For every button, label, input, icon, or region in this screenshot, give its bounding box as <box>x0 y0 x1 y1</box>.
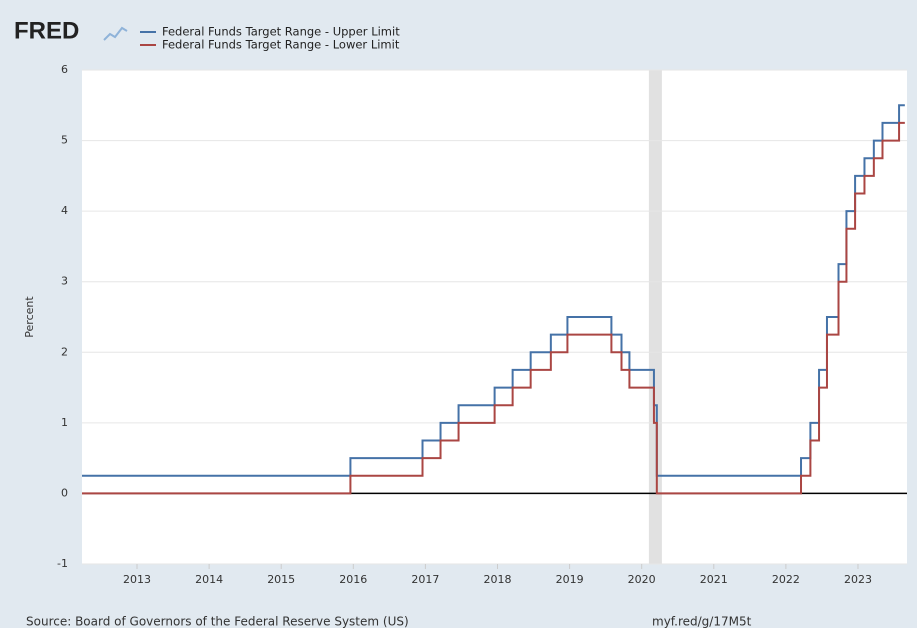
x-tick-label: 2018 <box>483 573 511 586</box>
y-tick-label: 5 <box>61 134 68 147</box>
source: Source: Board of Governors of the Federa… <box>26 615 409 628</box>
x-tick-label: 2021 <box>700 573 728 586</box>
x-tick-label: 2015 <box>267 573 295 586</box>
x-tick-label: 2023 <box>844 573 872 586</box>
plot-area <box>82 70 907 564</box>
x-tick-label: 2019 <box>556 573 584 586</box>
x-tick-label: 2017 <box>411 573 439 586</box>
y-tick-label: 1 <box>61 416 68 429</box>
x-tick-label: 2013 <box>123 573 151 586</box>
logo-icon <box>103 26 128 41</box>
y-tick-label: -1 <box>57 557 68 570</box>
y-tick-label: 2 <box>61 345 68 358</box>
x-tick-label: 2016 <box>339 573 367 586</box>
link[interactable]: myf.red/g/17M5t <box>652 615 752 628</box>
series-line <box>82 121 905 495</box>
legend-label: Federal Funds Target Range - Lower Limit <box>162 38 400 52</box>
y-tick-label: 6 <box>61 63 68 76</box>
legend-label: Federal Funds Target Range - Upper Limit <box>162 25 400 39</box>
y-tick-label: 4 <box>61 204 68 217</box>
logo: FRED <box>14 17 79 44</box>
y-tick-label: 3 <box>61 275 68 288</box>
x-tick-label: 2022 <box>772 573 800 586</box>
y-tick-label: 0 <box>61 486 68 499</box>
x-tick-label: 2014 <box>195 573 223 586</box>
recession-band <box>648 70 662 564</box>
y-axis-label: Percent <box>23 296 36 338</box>
x-tick-label: 2020 <box>628 573 656 586</box>
